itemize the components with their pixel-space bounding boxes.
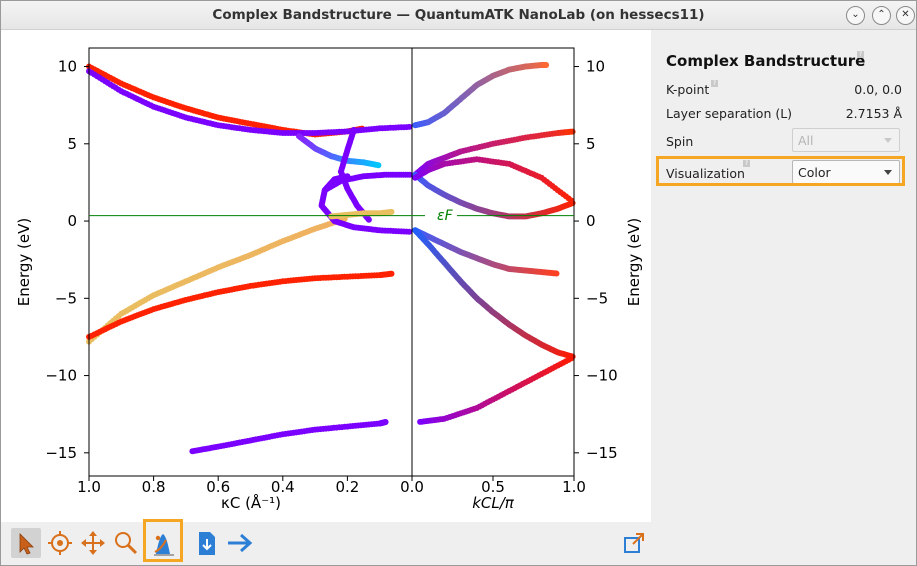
chevron-down-icon: [884, 170, 892, 175]
pan-tool[interactable]: [78, 528, 108, 558]
x-tick-label-left: 0.6: [206, 478, 230, 496]
forward-tool[interactable]: [224, 528, 254, 558]
layer-separation-label: Layer separation (L): [666, 106, 793, 121]
visualization-label: Visualization: [666, 166, 745, 181]
export-icon: [199, 532, 215, 555]
y-tick-label-right: 10: [586, 58, 605, 76]
detach-icon: [624, 533, 644, 553]
x-tick-label-right: 0.5: [481, 478, 505, 496]
zoom-icon: [115, 532, 138, 555]
chevron-down-icon: [884, 138, 892, 143]
settings-panel: Complex Bandstructure ? K-point ? 0.0, 0…: [651, 30, 916, 522]
title-bar[interactable]: Complex Bandstructure — QuantumATK NanoL…: [1, 1, 916, 30]
y-tick-label-left: −10: [45, 367, 77, 385]
y-tick-label-left: 0: [67, 212, 77, 230]
x-axis-label-left: κC (Å⁻¹): [221, 493, 281, 512]
detach-tool[interactable]: [620, 528, 650, 558]
band-plot[interactable]: εF 10 10 5 5 0 0 −5 −5 −10 −10 −15 −15 1.0 0.8 0.6 0.4 0…: [1, 30, 651, 522]
layer-separation-value: 2.7153 Å: [845, 106, 902, 121]
fermi-label: εF: [437, 208, 454, 224]
left-axes-frame: [88, 47, 413, 477]
spin-label: Spin: [666, 134, 694, 149]
x-tick-label-left: 0.8: [142, 478, 166, 496]
y-tick-label-right: −10: [586, 367, 618, 385]
plot-toolbar: [1, 522, 916, 565]
spin-select[interactable]: All: [792, 128, 900, 152]
band-16-point: [568, 355, 575, 362]
pan-icon: [81, 531, 105, 555]
visualization-select-value: Color: [798, 165, 831, 180]
band-13-point: [568, 197, 575, 204]
kpoint-help-icon[interactable]: ?: [711, 80, 718, 87]
y-tick-label-right: 0: [586, 212, 596, 230]
colormap-tool-highlight: [143, 519, 183, 562]
maximize-button[interactable]: ⌃: [872, 6, 891, 25]
y-axis-label-left: Energy (eV): [15, 218, 33, 306]
help-icon[interactable]: ?: [857, 51, 864, 58]
band-10-point: [543, 62, 550, 68]
kpoint-value: 0.0, 0.0: [854, 82, 902, 97]
panel-title: Complex Bandstructure: [666, 52, 866, 70]
colormap-tool[interactable]: [149, 528, 179, 558]
close-button[interactable]: ✕: [896, 6, 915, 25]
band-1-point: [406, 123, 413, 130]
window-title: Complex Bandstructure — QuantumATK NanoL…: [212, 7, 705, 23]
band-4-point: [382, 419, 389, 425]
x-tick-label-right: 1.0: [562, 478, 586, 496]
pointer-tool[interactable]: [11, 528, 41, 558]
y-tick-label-left: −15: [45, 444, 77, 462]
x-tick-label-left: 0.4: [271, 478, 295, 496]
fermi-label-bg: [425, 206, 457, 225]
minimize-button[interactable]: ⌄: [846, 6, 865, 25]
y-tick-label-left: −5: [55, 289, 77, 307]
band-6-point: [365, 216, 372, 223]
band-7-point: [406, 228, 413, 235]
spin-select-value: All: [798, 133, 814, 148]
y-axis-label-right: Energy (eV): [625, 218, 643, 306]
band-9-point: [388, 208, 395, 215]
colormap-icon: [154, 534, 174, 556]
band-14-point: [553, 270, 560, 277]
y-tick-label-left: 5: [67, 135, 77, 153]
band-8-point: [406, 171, 413, 178]
x-tick-label-left: 0.0: [400, 478, 424, 496]
forward-icon: [228, 533, 253, 553]
target-tool[interactable]: [45, 528, 75, 558]
pointer-icon: [19, 533, 34, 555]
x-tick-label-left: 1.0: [77, 478, 101, 496]
zoom-tool[interactable]: [111, 528, 141, 558]
band-5-point: [375, 162, 382, 169]
visualization-help-icon[interactable]: ?: [743, 160, 750, 167]
y-tick-label-left: 10: [58, 58, 77, 76]
y-tick-label-right: −15: [586, 444, 618, 462]
band-3-point: [388, 270, 395, 277]
x-tick-label-left: 0.2: [335, 478, 359, 496]
export-tool[interactable]: [191, 528, 221, 558]
visualization-highlight: [656, 156, 905, 186]
kpoint-label: K-point: [666, 82, 710, 97]
y-tick-label-right: 5: [586, 135, 596, 153]
y-tick-label-right: −5: [586, 289, 608, 307]
x-axis-label-right: kCL/π: [472, 494, 515, 512]
band-11-point: [569, 128, 576, 135]
target-icon: [48, 531, 72, 555]
